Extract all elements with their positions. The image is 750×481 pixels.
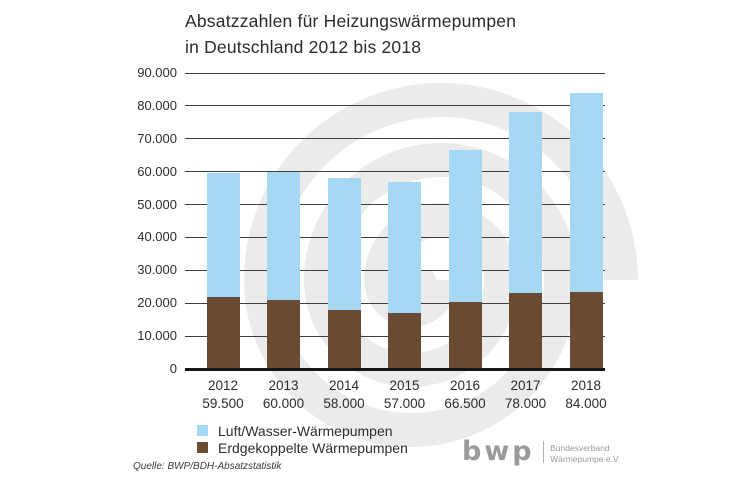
total-label: 66.500 <box>444 396 486 411</box>
gridline <box>185 171 605 173</box>
total-label: 60.000 <box>262 396 305 411</box>
bar-segment-ground <box>388 313 421 369</box>
gridline <box>185 105 605 107</box>
bar-segment-ground <box>509 293 542 369</box>
logo-org-name: Bundesverband Wärmepumpe e.V. <box>550 438 620 464</box>
bar-2016 <box>448 150 482 369</box>
year-label: 2018 <box>570 378 602 393</box>
total-label: 57.000 <box>383 396 426 411</box>
total-label: 58.000 <box>323 396 365 411</box>
year-label: 2013 <box>268 378 299 393</box>
year-label: 2015 <box>389 378 420 393</box>
y-tick-label: 20.000 <box>137 295 177 311</box>
x-tick-2015: 2015 57.000 <box>374 377 435 413</box>
year-label: 2012 <box>207 378 239 393</box>
bar-2013 <box>267 171 300 369</box>
x-axis-baseline <box>185 368 605 371</box>
y-tick-label: 50.000 <box>137 196 177 212</box>
legend-swatch-air-water-icon <box>197 425 208 436</box>
bar-2017 <box>509 112 542 369</box>
y-tick-label: 80.000 <box>137 97 177 113</box>
x-tick-2012: 2012 59.500 <box>193 377 254 413</box>
bwp-logo-wordmark: bwp <box>462 436 535 467</box>
bar-segment-air-water <box>206 173 240 297</box>
y-tick-label: 30.000 <box>137 262 177 278</box>
year-label: 2014 <box>328 378 360 393</box>
x-tick-2017: 2017 78.000 <box>495 377 556 413</box>
bar-segment-air-water <box>267 171 300 300</box>
chart-title: Absatzzahlen für Heizungswärmepumpen in … <box>185 8 516 60</box>
bar-segment-air-water <box>327 178 361 310</box>
total-label: 78.000 <box>504 396 547 411</box>
year-label: 2017 <box>510 378 541 393</box>
bar-segment-air-water <box>388 181 421 314</box>
y-tick-label: 10.000 <box>137 328 177 344</box>
bwp-logo: bwp Bundesverband Wärmepumpe e.V. <box>462 438 620 465</box>
legend: Luft/Wasser-Wärmepumpen Erdgekoppelte Wä… <box>197 422 408 456</box>
bar-2012 <box>206 173 240 369</box>
plot-area <box>185 72 605 369</box>
bar-segment-air-water <box>448 150 482 302</box>
total-label: 84.000 <box>565 396 607 411</box>
y-tick-label: 60.000 <box>137 163 177 179</box>
logo-divider <box>542 441 545 463</box>
bar-segment-air-water <box>509 112 542 294</box>
y-tick-label: 90.000 <box>137 65 177 80</box>
bar-segment-ground <box>327 309 361 369</box>
bar-segment-air-water <box>569 92 603 292</box>
legend-item-air-water: Luft/Wasser-Wärmepumpen <box>197 422 408 439</box>
bar-segment-ground <box>206 296 240 369</box>
year-label: 2016 <box>449 378 481 393</box>
gridline <box>185 138 605 140</box>
legend-swatch-ground-icon <box>197 442 208 453</box>
bar-segment-ground <box>267 299 300 369</box>
bar-segment-ground <box>448 301 482 369</box>
y-tick-label: 40.000 <box>137 229 177 245</box>
total-label: 59.500 <box>202 396 244 411</box>
logo-org-line2: Wärmepumpe e.V. <box>550 453 621 464</box>
x-tick-2016: 2016 66.500 <box>435 377 496 413</box>
legend-label-ground: Erdgekoppelte Wärmepumpen <box>218 439 408 456</box>
bar-2018 <box>569 92 603 369</box>
x-tick-2013: 2013 60.000 <box>253 377 314 413</box>
legend-item-ground: Erdgekoppelte Wärmepumpen <box>197 439 408 456</box>
y-tick-label: 70.000 <box>137 130 177 146</box>
chart-title-line1: Absatzzahlen für Heizungswärmepumpen <box>185 11 517 31</box>
bar-2014 <box>327 178 361 369</box>
source-note: Quelle: BWP/BDH-Absatzstatistik <box>133 461 282 472</box>
legend-label-air-water: Luft/Wasser-Wärmepumpen <box>218 422 393 439</box>
y-tick-label: 0 <box>169 361 177 376</box>
gridline <box>185 72 605 74</box>
bar-segment-ground <box>569 291 603 369</box>
logo-org-line1: Bundesverband <box>550 443 610 453</box>
chart-title-line2: in Deutschland 2012 bis 2018 <box>185 37 422 57</box>
x-tick-2014: 2014 58.000 <box>314 377 375 413</box>
x-tick-2018: 2018 84.000 <box>556 377 617 413</box>
bar-2015 <box>388 181 421 369</box>
